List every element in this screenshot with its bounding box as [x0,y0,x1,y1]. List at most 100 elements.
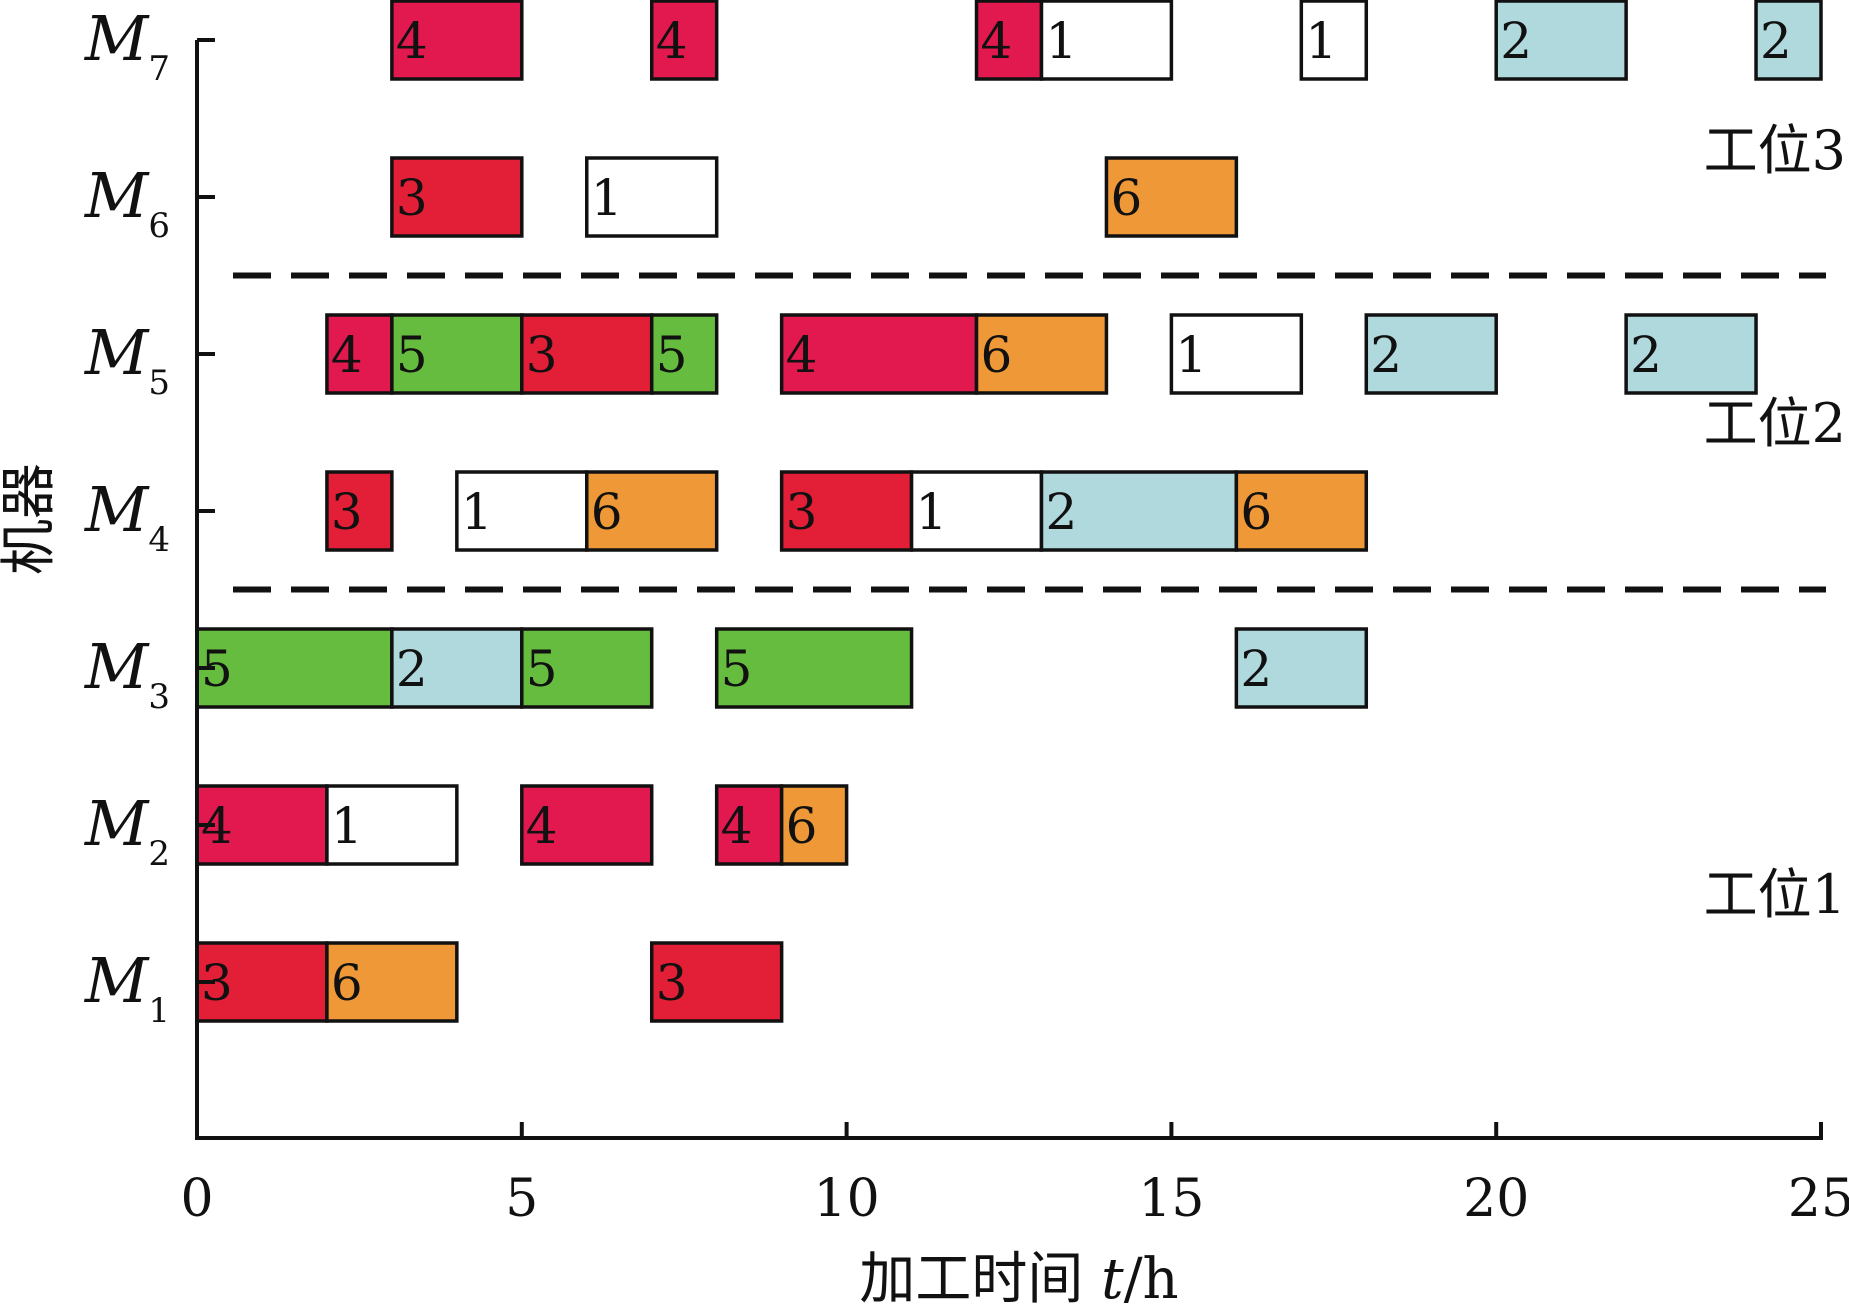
task-bar-rect [325,470,394,552]
task-bar-m3-job-5: 5 [714,627,914,709]
task-bar-m6-job-1: 1 [585,156,719,238]
task-bar-label: 6 [591,483,623,541]
task-bar-label: 4 [721,797,753,855]
task-bar-label: 1 [916,483,948,541]
task-bar-m3-job-2: 2 [1234,627,1369,709]
task-bar-m3-job-5: 5 [520,627,654,709]
x-tick-label: 0 [180,1169,213,1229]
task-bar-rect [195,784,329,866]
task-bar-label: 6 [1110,169,1142,227]
task-bar-rect [1039,0,1174,81]
task-bar-m5-job-5: 5 [390,313,524,395]
task-bar-m5-job-2: 2 [1624,313,1758,395]
task-bar-m5-job-6: 6 [974,313,1109,395]
task-bar-rect [1754,0,1823,81]
task-bar-label: 1 [461,483,493,541]
task-bar-label: 3 [656,954,688,1012]
task-bar-rect [1104,156,1239,238]
task-bar-m7-job-4: 4 [974,0,1044,81]
task-bar-rect [649,941,784,1023]
task-bar-rect [779,784,849,866]
machine-label-m7: M7 [84,2,170,89]
task-bar-label: 5 [721,640,753,698]
task-bar-label: 4 [786,326,818,384]
task-bar-m7-job-2: 2 [1754,0,1823,81]
task-bar-m2-job-4: 4 [520,784,654,866]
task-bar-label: 5 [526,640,558,698]
task-bar-rect [909,470,1044,552]
task-bar-m3-job-2: 2 [390,627,524,709]
task-bar-rect [1234,627,1369,709]
task-bar-label: 2 [1370,326,1402,384]
task-bar-label: 6 [786,797,818,855]
machine-label-m4: M4 [84,473,170,560]
task-bar-rect [1364,313,1498,395]
station-dividers-layer [233,272,1826,593]
task-bar-m4-job-6: 6 [585,470,719,552]
task-bar-rect [1234,470,1369,552]
task-bar-label: 5 [656,326,688,384]
x-tick-label: 10 [814,1169,880,1229]
task-bar-label: 2 [1045,483,1077,541]
task-bar-rect [390,156,524,238]
task-bar-label: 2 [1630,326,1662,384]
task-bar-rect [520,784,654,866]
task-bar-label: 6 [981,326,1013,384]
task-bar-label: 3 [526,326,558,384]
task-bar-m2-job-4: 4 [714,784,784,866]
task-bar-m4-job-1: 1 [909,470,1044,552]
task-bar-label: 4 [526,797,558,855]
task-bar-m5-job-5: 5 [649,313,719,395]
task-bars-layer: 3 6 34 1 4 4 65 2 5 5 23 1 6 3 1 2 64 5 3 5 4 6 1 2 23 1 64 4 4 1 1 2 2 [195,0,1823,1023]
machine-label-m6: M6 [84,159,170,246]
task-bar-rect [1299,0,1369,81]
y-axis-title: 机器 [0,463,62,575]
task-bar-label: 4 [396,12,428,70]
task-bar-rect [325,784,459,866]
task-bar-rect [1169,313,1304,395]
machine-label-m5: M5 [84,316,170,403]
task-bar-m1-job-6: 6 [325,941,459,1023]
task-bar-rect [1624,313,1758,395]
task-bar-label: 6 [1240,483,1272,541]
task-bar-label: 1 [331,797,363,855]
task-bar-label: 3 [786,483,818,541]
task-bar-m7-job-1: 1 [1299,0,1369,81]
task-bar-rect [520,313,654,395]
task-bar-label: 4 [331,326,363,384]
task-bar-m4-job-6: 6 [1234,470,1369,552]
task-bar-label: 1 [1045,12,1077,70]
task-bar-rect [195,627,394,709]
task-bar-rect [390,0,524,81]
machine-label-m3: M3 [84,630,170,717]
task-bar-m5-job-3: 3 [520,313,654,395]
task-bar-rect [714,627,914,709]
task-bar-label: 4 [981,12,1013,70]
x-tick-label: 20 [1463,1169,1529,1229]
x-axis-title: 加工时间 t/h [859,1247,1178,1309]
task-bar-label: 2 [1500,12,1532,70]
task-bar-m6-job-3: 3 [390,156,524,238]
station-label-1: 工位1 [1704,863,1846,926]
task-bar-m4-job-3: 3 [779,470,914,552]
task-bar-rect [585,156,719,238]
task-bar-label: 4 [656,12,688,70]
task-bar-rect [585,470,719,552]
task-bar-m7-job-1: 1 [1039,0,1174,81]
task-bar-m2-job-1: 1 [325,784,459,866]
task-bar-label: 1 [591,169,623,227]
task-bar-m5-job-1: 1 [1169,313,1304,395]
task-bar-rect [649,313,719,395]
task-bar-label: 1 [1305,12,1337,70]
station-label-2: 工位2 [1704,392,1846,455]
task-bar-label: 5 [396,326,428,384]
x-tick-label: 5 [505,1169,538,1229]
task-bar-m5-job-4: 4 [325,313,394,395]
x-tick-label: 25 [1788,1169,1849,1229]
task-bar-label: 1 [1175,326,1207,384]
task-bar-label: 3 [331,483,363,541]
machine-label-m2: M2 [84,787,170,874]
task-bar-label: 2 [1240,640,1272,698]
